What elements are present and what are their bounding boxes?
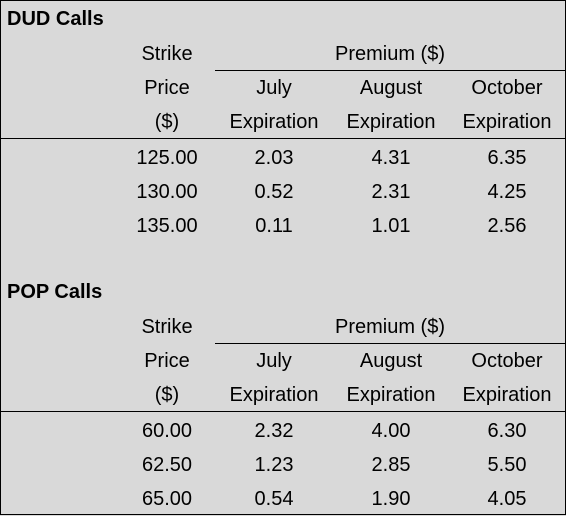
strike-cell: 135.00: [136, 215, 198, 237]
table-title: POP Calls: [7, 281, 103, 303]
october-premium-cell: 6.35: [487, 147, 527, 169]
table-row: 62.50 1.23 2.85 5.50: [1, 448, 565, 482]
july-premium-cell: 0.52: [254, 181, 294, 203]
october-premium-cell: 6.30: [487, 420, 527, 442]
premium-underline: [215, 343, 565, 344]
table-row: 65.00 0.54 1.90 4.05: [1, 482, 565, 516]
strike-cell: 65.00: [141, 488, 193, 510]
strike-cell: 125.00: [136, 147, 198, 169]
strike-cell: 130.00: [136, 181, 198, 203]
table-body: 125.00 2.03 4.31 6.35 130.00 0.52 2.31 4…: [1, 141, 565, 243]
october-expiration-header: Expiration: [462, 111, 552, 133]
strike-cell: 60.00: [141, 420, 193, 442]
strike-header-line2: Price: [144, 77, 190, 99]
august-premium-cell: 1.90: [371, 488, 411, 510]
strike-header-line2: Price: [144, 350, 190, 372]
strike-header-line3: ($): [154, 384, 180, 406]
table-row: 130.00 0.52 2.31 4.25: [1, 175, 565, 209]
july-premium-cell: 2.03: [254, 147, 294, 169]
august-premium-cell: 2.31: [371, 181, 411, 203]
august-premium-cell: 2.85: [371, 454, 411, 476]
table-row: 60.00 2.32 4.00 6.30: [1, 414, 565, 448]
strike-header-line1: Strike: [141, 43, 193, 65]
july-premium-cell: 0.54: [254, 488, 294, 510]
strike-cell: 62.50: [141, 454, 193, 476]
august-expiration-header: Expiration: [346, 384, 436, 406]
july-expiration-header: Expiration: [229, 384, 319, 406]
table-row: 135.00 0.11 1.01 2.56: [1, 209, 565, 243]
header-divider: [1, 138, 565, 139]
august-expiration-header: Expiration: [346, 111, 436, 133]
premium-underline: [215, 70, 565, 71]
october-header: October: [471, 350, 543, 372]
july-header: July: [256, 350, 292, 372]
august-premium-cell: 4.00: [371, 420, 411, 442]
header-divider: [1, 411, 565, 412]
july-premium-cell: 0.11: [255, 215, 293, 237]
strike-header-line3: ($): [154, 111, 180, 133]
july-premium-cell: 2.32: [254, 420, 294, 442]
august-header: August: [359, 350, 423, 372]
premium-header: Premium ($): [334, 43, 445, 65]
table-row: 125.00 2.03 4.31 6.35: [1, 141, 565, 175]
table-title: DUD Calls: [7, 8, 104, 30]
july-header: July: [256, 77, 292, 99]
july-expiration-header: Expiration: [229, 111, 319, 133]
strike-header-line1: Strike: [141, 316, 193, 338]
august-header: August: [359, 77, 423, 99]
october-premium-cell: 4.25: [487, 181, 527, 203]
july-premium-cell: 1.23: [254, 454, 294, 476]
october-premium-cell: 5.50: [487, 454, 527, 476]
august-premium-cell: 4.31: [371, 147, 411, 169]
table-body: 60.00 2.32 4.00 6.30 62.50 1.23 2.85 5.5…: [1, 414, 565, 516]
october-premium-cell: 4.05: [487, 488, 527, 510]
october-premium-cell: 2.56: [487, 215, 527, 237]
august-premium-cell: 1.01: [371, 215, 411, 237]
october-expiration-header: Expiration: [462, 384, 552, 406]
october-header: October: [471, 77, 543, 99]
premium-header: Premium ($): [334, 316, 445, 338]
